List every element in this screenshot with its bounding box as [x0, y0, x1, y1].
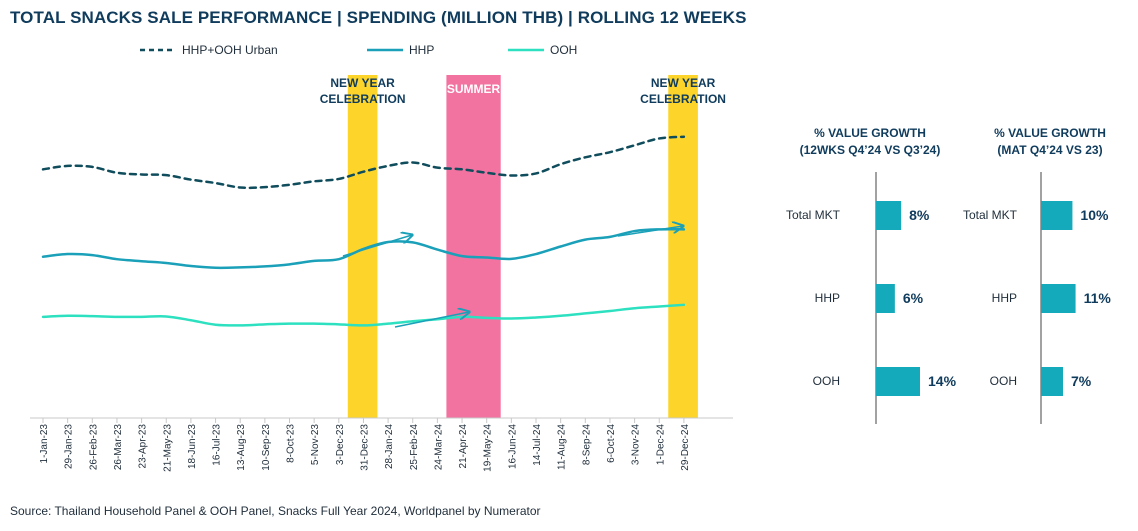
- series-line-ooh: [41, 303, 686, 327]
- bar-value-label: 11%: [1084, 290, 1112, 306]
- panel-title: (12WKS Q4’24 VS Q3’24): [800, 143, 941, 157]
- legend: HHP+OOH Urban HHP OOH: [140, 43, 577, 57]
- x-tick-label: 10-Sep-23: [261, 424, 272, 471]
- x-tick-label: 13-Aug-23: [236, 424, 247, 471]
- growth-panel-12wks: % VALUE GROWTH (12WKS Q4’24 VS Q3’24) Tota…: [786, 126, 957, 424]
- x-tick-label: 18-Jun-23: [187, 424, 198, 469]
- x-tick-label: 29-Dec-24: [680, 424, 691, 471]
- series-line-hhp-ooh-urban: [41, 135, 686, 190]
- x-tick-label: 8-Oct-23: [286, 424, 297, 463]
- x-tick-label: 3-Nov-24: [631, 424, 642, 466]
- bar-value-label: 10%: [1080, 207, 1109, 223]
- bar-category-label: OOH: [990, 374, 1017, 388]
- x-tick-label: 31-Dec-23: [359, 424, 370, 471]
- bar-category-label: Total MKT: [963, 208, 1018, 222]
- legend-label: HHP+OOH Urban: [182, 43, 278, 57]
- x-tick-label: 5-Nov-23: [310, 424, 321, 466]
- bar-value-label: 8%: [909, 207, 930, 223]
- x-tick-label: 14-Jul-24: [532, 424, 543, 466]
- highlight-bands: NEW YEAR CELEBRATION SUMMER NEW YEAR CELEBRA…: [320, 75, 726, 418]
- bar-total-mkt: [1041, 201, 1073, 230]
- bar-category-label: OOH: [813, 374, 840, 388]
- series-lines: [41, 135, 686, 327]
- x-tick-label: 11-Aug-24: [557, 424, 568, 470]
- x-tick-label: 26-Mar-23: [113, 424, 124, 471]
- bar-ooh: [1041, 367, 1063, 396]
- x-tick-label: 25-Feb-24: [409, 424, 420, 471]
- x-tick-label: 28-Jan-24: [384, 424, 395, 469]
- panel-title: (MAT Q4’24 VS 23): [997, 143, 1102, 157]
- chart-title: TOTAL SNACKS SALE PERFORMANCE | SPENDING…: [10, 8, 747, 27]
- x-tick-label: 6-Oct-24: [606, 424, 617, 463]
- bar-category-label: HHP: [815, 291, 840, 305]
- trend-arrows: [342, 226, 683, 328]
- legend-label: HHP: [409, 43, 434, 57]
- x-tick-label: 21-Apr-24: [458, 424, 469, 469]
- band-label: CELEBRATION: [640, 92, 726, 106]
- bar-value-label: 6%: [903, 290, 924, 306]
- bar-value-label: 7%: [1071, 373, 1092, 389]
- x-tick-label: 19-May-24: [483, 424, 494, 472]
- series-line-hhp: [41, 227, 686, 270]
- x-tick-label: 8-Sep-24: [581, 424, 592, 466]
- bar-total-mkt: [876, 201, 902, 230]
- band-summer-1: [446, 75, 501, 418]
- x-tick-label: 16-Jun-24: [507, 424, 518, 469]
- trend-arrow: [394, 312, 469, 328]
- x-tick-label: 26-Feb-23: [88, 424, 99, 471]
- x-tick-label: 1-Dec-24: [655, 424, 666, 466]
- panel-title: % VALUE GROWTH: [994, 126, 1106, 140]
- band-label: SUMMER: [447, 82, 501, 96]
- x-tick-label: 16-Jul-23: [212, 424, 223, 466]
- x-tick-label: 1-Jan-23: [39, 424, 50, 464]
- growth-panel-mat: % VALUE GROWTH (MAT Q4’24 VS 23) Total MKT…: [963, 126, 1111, 424]
- x-tick-label: 3-Dec-23: [335, 424, 346, 466]
- bar-category-label: HHP: [992, 291, 1017, 305]
- x-axis: 1-Jan-23 29-Jan-23 26-Feb-23 26-Mar-23 23-Ap…: [30, 417, 733, 472]
- bar-hhp: [1041, 284, 1076, 313]
- band-label: CELEBRATION: [320, 92, 406, 106]
- bar-value-label: 14%: [928, 373, 957, 389]
- x-tick-label: 24-Mar-24: [433, 424, 444, 471]
- source-footnote: Source: Thailand Household Panel & OOH P…: [10, 504, 541, 518]
- band-label: NEW YEAR: [651, 76, 716, 90]
- x-tick-label: 21-May-23: [162, 424, 173, 472]
- band-new-year-2: [668, 75, 698, 418]
- band-label: NEW YEAR: [330, 76, 395, 90]
- bar-category-label: Total MKT: [786, 208, 841, 222]
- trend-arrow: [342, 235, 412, 257]
- legend-label: OOH: [550, 43, 577, 57]
- bar-ooh: [876, 367, 920, 396]
- bar-hhp: [876, 284, 895, 313]
- x-tick-label: 29-Jan-23: [64, 424, 75, 469]
- x-tick-label: 23-Apr-23: [138, 424, 149, 469]
- panel-title: % VALUE GROWTH: [814, 126, 926, 140]
- trend-arrow: [617, 226, 683, 237]
